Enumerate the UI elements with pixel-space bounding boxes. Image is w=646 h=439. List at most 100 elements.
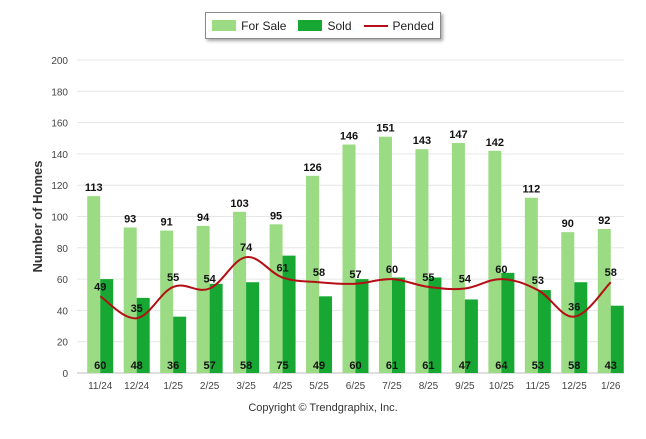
x-tick-label: 1/25 [163, 381, 183, 392]
bar-sold [209, 283, 223, 373]
x-tick-label: 12/25 [562, 381, 587, 392]
bar-sold [282, 255, 296, 373]
bar-sold [100, 279, 114, 373]
data-label-sold: 57 [204, 360, 216, 372]
data-label-sold: 60 [349, 360, 361, 372]
data-label-sold: 75 [276, 360, 288, 372]
data-label-sold: 47 [459, 360, 471, 372]
data-label-for-sale: 143 [413, 135, 431, 147]
y-tick-label: 140 [51, 150, 68, 161]
x-tick-label: 11/25 [526, 381, 551, 392]
data-label-pended: 58 [605, 267, 617, 279]
bar-sold [501, 272, 515, 373]
bar-for-sale [378, 136, 392, 373]
bar-for-sale [196, 225, 210, 373]
data-label-pended: 58 [313, 267, 325, 279]
bar-sold [537, 290, 551, 373]
data-label-pended: 60 [495, 264, 507, 276]
legend-label-pended: Pended [392, 18, 434, 33]
legend-label-for-sale: For Sale [241, 18, 287, 33]
data-label-sold: 60 [94, 360, 106, 372]
y-tick-label: 160 [51, 119, 68, 130]
bar-sold [319, 296, 333, 373]
x-tick-label: 7/25 [382, 381, 402, 392]
x-tick-label: 6/25 [346, 381, 366, 392]
data-label-for-sale: 91 [161, 217, 173, 229]
data-label-for-sale: 146 [340, 131, 358, 143]
legend-swatch-pended [363, 24, 388, 27]
data-label-for-sale: 90 [562, 218, 574, 230]
bar-sold [355, 279, 369, 373]
legend-item-sold[interactable]: Sold [298, 18, 352, 33]
data-label-pended: 61 [276, 263, 288, 275]
data-label-for-sale: 103 [230, 198, 248, 210]
data-label-sold: 43 [605, 360, 617, 372]
bar-sold [574, 282, 588, 373]
data-label-for-sale: 112 [522, 184, 540, 196]
x-tick-label: 2/25 [200, 381, 220, 392]
data-label-sold: 61 [386, 360, 398, 372]
legend-swatch-sold [298, 20, 323, 31]
data-label-pended: 54 [459, 273, 472, 285]
data-label-pended: 54 [204, 273, 217, 285]
x-tick-label: 10/25 [489, 381, 514, 392]
data-label-pended: 55 [167, 272, 179, 284]
bar-for-sale [87, 196, 101, 373]
bar-for-sale [597, 229, 611, 373]
data-label-sold: 61 [422, 360, 434, 372]
legend-item-for-sale[interactable]: For Sale [212, 19, 286, 33]
bar-sold [246, 282, 260, 373]
legend-item-pended[interactable]: Pended [363, 18, 434, 33]
bar-for-sale [415, 149, 429, 373]
y-tick-label: 100 [51, 213, 68, 224]
y-tick-label: 200 [51, 56, 68, 67]
data-label-pended: 74 [240, 242, 253, 254]
data-label-sold: 36 [167, 360, 179, 372]
y-tick-label: 0 [62, 369, 68, 380]
data-label-pended: 55 [422, 272, 434, 284]
line-pended [99, 256, 612, 320]
x-tick-label: 12/24 [124, 381, 149, 392]
data-label-pended: 35 [131, 303, 143, 315]
data-label-for-sale: 92 [598, 215, 610, 227]
y-tick-label: 60 [57, 275, 69, 286]
data-label-for-sale: 147 [449, 129, 467, 141]
bar-sold [391, 277, 405, 373]
x-tick-label: 11/24 [88, 381, 113, 392]
bar-sold [610, 305, 624, 373]
bar-for-sale [342, 144, 356, 373]
data-label-for-sale: 95 [270, 210, 282, 222]
bar-for-sale [561, 232, 575, 373]
data-label-sold: 48 [131, 360, 143, 372]
data-label-sold: 58 [568, 360, 580, 372]
data-label-pended: 60 [386, 264, 398, 276]
bar-for-sale [524, 197, 538, 373]
x-tick-label: 4/25 [273, 381, 293, 392]
data-label-for-sale: 94 [197, 212, 210, 224]
legend-swatch-for-sale [212, 20, 237, 31]
bar-for-sale [488, 150, 502, 373]
x-tick-label: 8/25 [419, 381, 439, 392]
legend: For Sale Sold Pended [205, 12, 441, 39]
bar-for-sale [306, 175, 320, 373]
legend-label-sold: Sold [327, 18, 352, 33]
data-label-sold: 49 [313, 360, 325, 372]
data-label-for-sale: 93 [124, 213, 136, 225]
data-label-for-sale: 151 [376, 123, 394, 135]
data-label-for-sale: 142 [486, 137, 504, 149]
bar-for-sale [233, 211, 247, 373]
bar-sold [464, 299, 478, 373]
y-tick-label: 180 [51, 87, 68, 98]
y-tick-label: 80 [57, 244, 69, 255]
data-label-pended: 53 [532, 275, 544, 287]
data-label-sold: 58 [240, 360, 252, 372]
data-label-pended: 36 [568, 302, 580, 314]
data-label-sold: 64 [495, 360, 508, 372]
bar-sold [428, 277, 442, 373]
bar-for-sale [160, 230, 174, 373]
data-label-for-sale: 126 [303, 162, 321, 174]
data-label-pended: 49 [94, 281, 106, 293]
y-axis-label: Number of Homes [30, 161, 45, 273]
